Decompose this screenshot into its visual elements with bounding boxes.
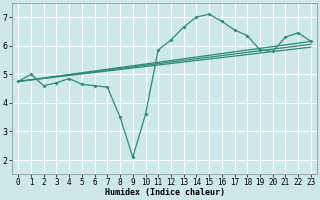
X-axis label: Humidex (Indice chaleur): Humidex (Indice chaleur) [105,188,225,197]
